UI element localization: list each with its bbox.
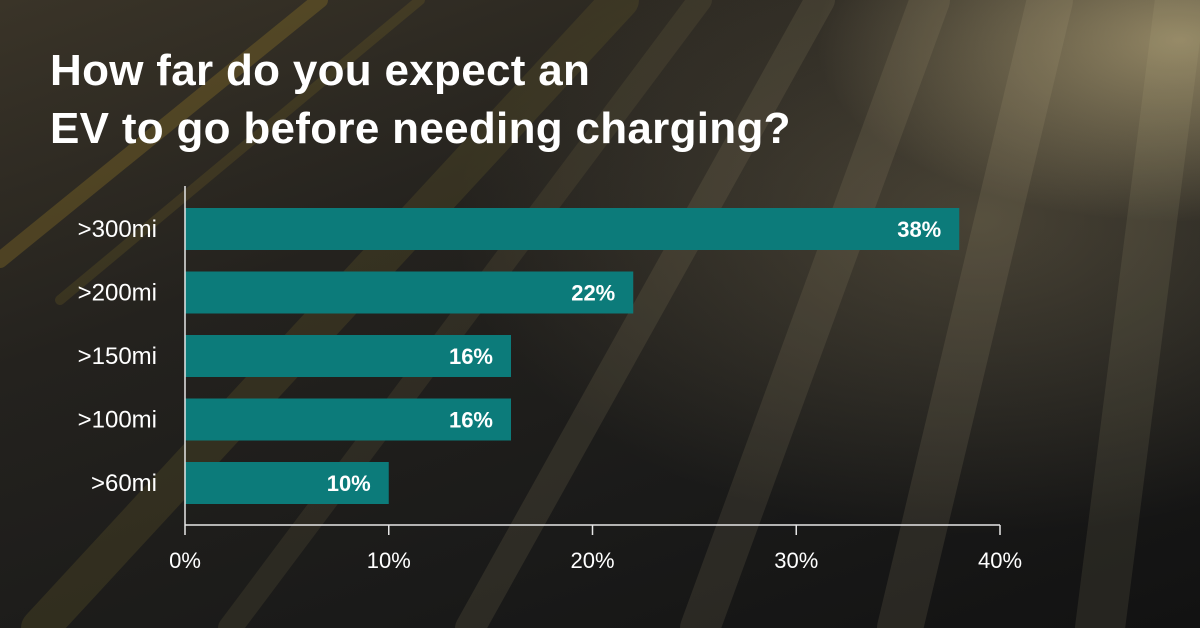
bar	[185, 335, 511, 377]
category-label: >100mi	[78, 407, 157, 434]
bar	[185, 208, 960, 250]
chart-title-line-1: How far do you expect an	[50, 46, 591, 95]
category-label: >200mi	[78, 280, 157, 307]
bar	[185, 271, 634, 314]
x-tick-label: 40%	[978, 548, 1022, 573]
category-label: >60mi	[91, 470, 157, 497]
bar	[185, 398, 511, 441]
data-label: 10%	[327, 471, 371, 496]
chart-title: How far do you expect an EV to go before…	[50, 42, 1050, 158]
chart-title-line-2: EV to go before needing charging?	[50, 104, 791, 153]
data-label: 16%	[449, 344, 493, 369]
data-label: 38%	[897, 217, 941, 242]
x-tick-label: 30%	[774, 548, 818, 573]
x-tick-label: 10%	[367, 548, 411, 573]
category-label: >150mi	[78, 343, 157, 370]
category-label: >300mi	[78, 216, 157, 243]
x-tick-label: 0%	[169, 548, 201, 573]
data-label: 16%	[449, 408, 493, 433]
x-tick-label: 20%	[570, 548, 614, 573]
data-label: 22%	[571, 281, 615, 306]
bar	[185, 462, 389, 504]
